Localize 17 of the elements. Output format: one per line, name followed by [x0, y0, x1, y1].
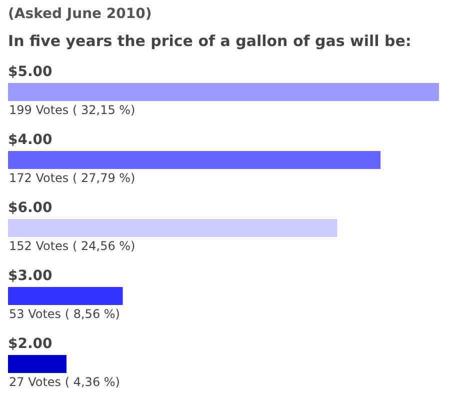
data-label: 199 Votes ( 32,15 %) — [9, 103, 136, 117]
data-label: 27 Votes ( 4,36 %) — [9, 375, 120, 389]
y-tick-label: $4.00 — [8, 132, 53, 148]
bar — [8, 151, 381, 169]
bar — [8, 83, 439, 101]
y-tick-label: $3.00 — [8, 268, 53, 284]
bar — [8, 219, 338, 237]
bar — [8, 287, 123, 305]
data-label: 152 Votes ( 24,56 %) — [9, 239, 136, 253]
y-tick-label: $5.00 — [8, 64, 53, 80]
y-tick-label: $2.00 — [8, 336, 53, 352]
chart-subtitle: In five years the price of a gallon of gas will be: — [8, 32, 412, 52]
y-tick-label: $6.00 — [8, 200, 53, 216]
bar — [8, 355, 66, 373]
chart-title: (Asked June 2010) — [8, 6, 153, 24]
data-label: 53 Votes ( 8,56 %) — [9, 307, 120, 321]
data-label: 172 Votes ( 27,79 %) — [9, 171, 136, 185]
